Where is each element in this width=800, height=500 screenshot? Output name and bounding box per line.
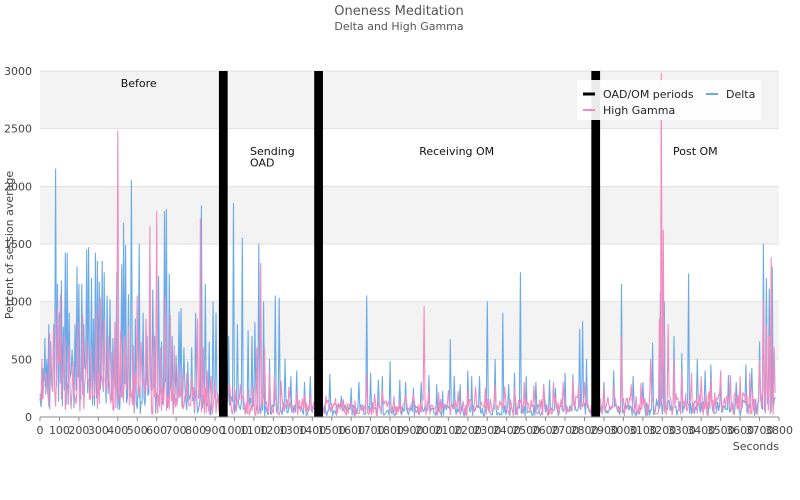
y-tick-label: 0	[25, 411, 32, 424]
x-tick-label: 3600	[726, 424, 754, 437]
x-tick-label: 1700	[357, 424, 385, 437]
x-tick-label: 3700	[746, 424, 774, 437]
x-tick-label: 1000	[220, 424, 248, 437]
oad-om-period-bar	[591, 71, 601, 417]
x-tick-label: 2400	[493, 424, 521, 437]
annotation-label: Before	[121, 77, 157, 90]
series-delta	[39, 168, 776, 417]
y-tick-label: 2500	[4, 123, 32, 136]
y-tick-label: 500	[11, 353, 32, 366]
y-tick-label: 1500	[4, 238, 32, 251]
x-tick-label: 1200	[259, 424, 287, 437]
x-tick-label: 500	[127, 424, 148, 437]
y-tick-label: 2000	[4, 180, 32, 193]
x-tick-label: 2200	[454, 424, 482, 437]
x-tick-label: 1100	[240, 424, 268, 437]
x-tick-label: 3200	[648, 424, 676, 437]
x-tick-label: 0	[37, 424, 44, 437]
y-axis-label: Percent of session average	[3, 171, 16, 319]
x-tick-label: 200	[68, 424, 89, 437]
chart-title: Oneness Meditation	[334, 4, 463, 19]
legend-box	[577, 80, 761, 120]
oad-om-period-bar	[314, 71, 323, 417]
annotation-label: Sending	[250, 145, 295, 158]
annotation-label: Receiving OM	[419, 145, 494, 158]
x-tick-label: 3100	[629, 424, 657, 437]
x-tick-label: 2000	[415, 424, 443, 437]
grid-band	[40, 301, 779, 360]
x-tick-label: 2100	[434, 424, 462, 437]
chart-subtitle: Delta and High Gamma	[334, 20, 463, 33]
legend-label-delta: Delta	[726, 88, 755, 101]
y-tick-label: 1000	[4, 296, 32, 309]
oad-om-periods	[218, 71, 601, 417]
series-high-gamma	[39, 72, 776, 417]
x-tick-label: 2900	[590, 424, 618, 437]
x-tick-label: 100	[49, 424, 70, 437]
grid-band	[40, 186, 779, 244]
x-tick-label: 3400	[687, 424, 715, 437]
x-axis-label: Seconds	[733, 440, 779, 453]
legend-label-periods: OAD/OM periods	[603, 88, 694, 101]
x-tick-label: 2800	[571, 424, 599, 437]
x-tick-label: 3000	[609, 424, 637, 437]
legend: OAD/OM periods Delta High Gamma	[577, 80, 761, 120]
annotation-label: Post OM	[673, 145, 718, 158]
annotation-label: OAD	[250, 157, 274, 170]
x-tick-label: 2500	[512, 424, 540, 437]
x-tick-label: 1500	[318, 424, 346, 437]
y-tick-label: 3000	[4, 65, 32, 78]
x-tick-label: 3800	[765, 424, 793, 437]
x-tick-label: 1900	[396, 424, 424, 437]
grid-band	[40, 244, 779, 302]
x-tick-label: 300	[88, 424, 109, 437]
x-tick-label: 600	[146, 424, 167, 437]
grid-band	[40, 128, 779, 187]
delta-line	[39, 168, 776, 417]
legend-label-high-gamma: High Gamma	[603, 104, 675, 117]
x-tick-label: 1800	[376, 424, 404, 437]
x-axis-ticks: 0 100200300400500600700800900100011001200…	[37, 417, 793, 437]
x-tick-label: 2700	[551, 424, 579, 437]
x-tick-label: 1600	[337, 424, 365, 437]
x-tick-label: 1400	[298, 424, 326, 437]
x-tick-label: 2600	[532, 424, 560, 437]
oad-om-period-bar	[218, 71, 228, 417]
x-tick-label: 2300	[473, 424, 501, 437]
x-tick-label: 400	[107, 424, 128, 437]
x-tick-label: 800	[185, 424, 206, 437]
x-tick-label: 1300	[279, 424, 307, 437]
x-tick-label: 3300	[668, 424, 696, 437]
high-gamma-line	[39, 72, 776, 417]
x-tick-label: 3500	[707, 424, 735, 437]
x-tick-label: 900	[205, 424, 226, 437]
x-tick-label: 700	[166, 424, 187, 437]
y-axis-ticks: 0 500 1000 1500 2000 2500 3000	[4, 65, 32, 424]
